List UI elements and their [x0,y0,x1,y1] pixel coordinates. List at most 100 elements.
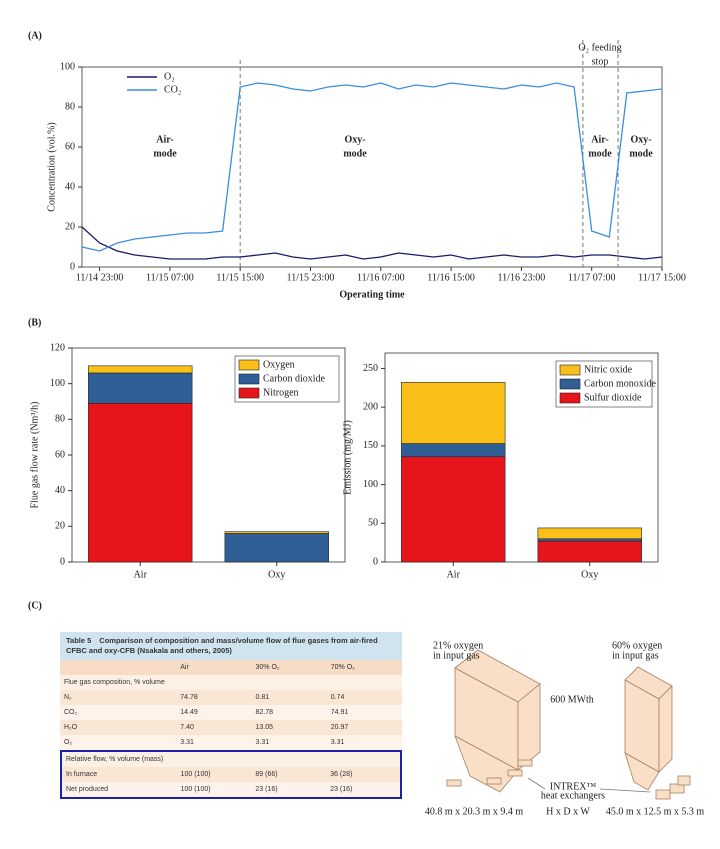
header-row: Air 30% O₂ 70% O₂ [60,660,402,675]
exchanger [507,769,523,777]
legend-swatch [559,378,581,390]
table-cell: 100 (100) [176,782,252,798]
legend-label: Sulfur dioxide [584,392,642,403]
annotation: Air- [591,134,608,145]
table-cell: Net produced [61,782,177,798]
legend-label: Nitric oxide [584,364,633,375]
y-tick-label: 100 [50,378,65,389]
y-tick-label: 40 [55,485,65,496]
section-title: Flue gas composition, % volume [60,675,402,690]
header-cell: 70% O₂ [326,660,402,675]
x-tick-label: Air [447,569,461,580]
panel-label: (B) [28,317,41,328]
table-cell: 74.91 [326,705,402,720]
table-cell: 3.31 [176,735,252,750]
annotation: stop [592,56,609,67]
annotation: mode [629,148,653,159]
legend-label: O₂ [164,71,175,82]
annotation: Oxy- [344,134,365,145]
legend-label: Carbon dioxide [263,373,325,384]
bar-segment [401,443,506,458]
y-tick-label: 250 [363,363,378,374]
annotation: Air- [156,134,173,145]
x-tick-label: Oxy [581,569,598,580]
legend-swatch [559,392,581,404]
panel-label: (C) [28,600,42,611]
x-tick-label: 11/17 07:00 [568,272,616,283]
table-row: O₂ 3.31 3.31 3.31 [60,735,402,750]
section-title: Relative flow, % volume (mass) [61,751,401,767]
annotation: Oxy- [630,134,651,145]
y-tick-label: 80 [55,414,65,425]
exchanger [517,759,533,767]
pointer [527,777,546,790]
boiler-side [517,683,541,771]
exchanger [655,789,671,800]
table-cell: 20.97 [326,720,402,735]
x-tick-label: Air [134,569,148,580]
diagram-label: 600 MWth [550,694,594,705]
legend-swatch [559,364,581,376]
legend-label: Carbon monoxide [584,378,656,389]
diagram-label: 40.8 m x 20.3 m x 9.4 m [425,806,524,817]
x-tick-label: 11/15 23:00 [287,272,335,283]
x-tick-label: 11/16 23:00 [498,272,546,283]
table-row: N₂ 74.78 0.81 0.74 [60,690,402,705]
header-cell: 30% O₂ [251,660,327,675]
table-cell: 23 (16) [251,782,327,798]
section-row: Relative flow, % volume (mass) [61,751,401,767]
table-cell: 3.31 [251,735,327,750]
bar-segment [224,531,329,534]
y-tick-label: 20 [55,521,65,532]
table-row: Net produced 100 (100) 23 (16) 23 (16) [61,782,401,798]
data-line [81,226,663,260]
table-cell: 23 (16) [326,782,401,798]
table-cell: 89 (66) [251,767,327,782]
y-axis-label: Concentration (vol.%) [46,122,57,211]
bar-segment [401,382,506,444]
x-tick-label: 11/16 07:00 [357,272,405,283]
x-axis-label: Operating time [339,289,405,300]
highlighted-rows: Relative flow, % volume (mass) In furnace… [60,750,402,799]
pointer [599,788,651,793]
table-row: In furnace 100 (100) 89 (66) 36 (28) [61,767,401,782]
diagram-shapes [446,649,691,800]
legend-label: Oxygen [263,359,295,370]
table-cell: 0.74 [326,690,402,705]
diagram-label: 21% oxygen [433,640,483,651]
y-tick-label: 60 [65,141,75,152]
y-tick-label: 80 [65,101,75,112]
table-cell: 36 (28) [326,767,401,782]
table-cell: O₂ [60,735,177,750]
legend-swatch [238,387,260,399]
y-tick-label: 100 [363,479,378,490]
table-row: CO₂ 14.49 82.78 74.91 [60,705,402,720]
bar-segment [537,538,642,542]
x-tick-label: 11/15 07:00 [146,272,194,283]
y-tick-label: 40 [65,181,75,192]
diagram-label: in input gas [612,650,659,661]
diagram-label: 45.0 m x 12.5 m x 5.3 m [606,806,705,817]
y-tick-label: 60 [55,449,65,460]
table-cell: 7.40 [176,720,252,735]
y-tick-label: 150 [363,440,378,451]
legend-swatch [238,359,260,371]
table-cell: 14.49 [176,705,252,720]
bar-segment [224,533,329,563]
diagram-label: heat exchangers [541,790,605,801]
table-cell: 13.05 [251,720,327,735]
annotation: mode [343,148,367,159]
table-number: Table 5 [66,636,92,645]
x-tick-label: 11/16 15:00 [427,272,475,283]
table: Table 5 Comparison of composition and mas… [60,632,402,799]
table-cell: N₂ [60,690,177,705]
x-tick-label: 11/15 15:00 [216,272,264,283]
header-cell [60,660,177,675]
y-tick-label: 0 [70,261,75,272]
table-body: Air 30% O₂ 70% O₂ Flue gas composition, % v… [60,660,402,750]
diagram-label: in input gas [433,650,480,661]
y-tick-label: 0 [373,556,378,567]
y-tick-label: 20 [65,221,75,232]
y-axis-label: Flue gas flow rate (Nm³/h) [29,402,40,509]
table-cell: 3.31 [326,735,402,750]
